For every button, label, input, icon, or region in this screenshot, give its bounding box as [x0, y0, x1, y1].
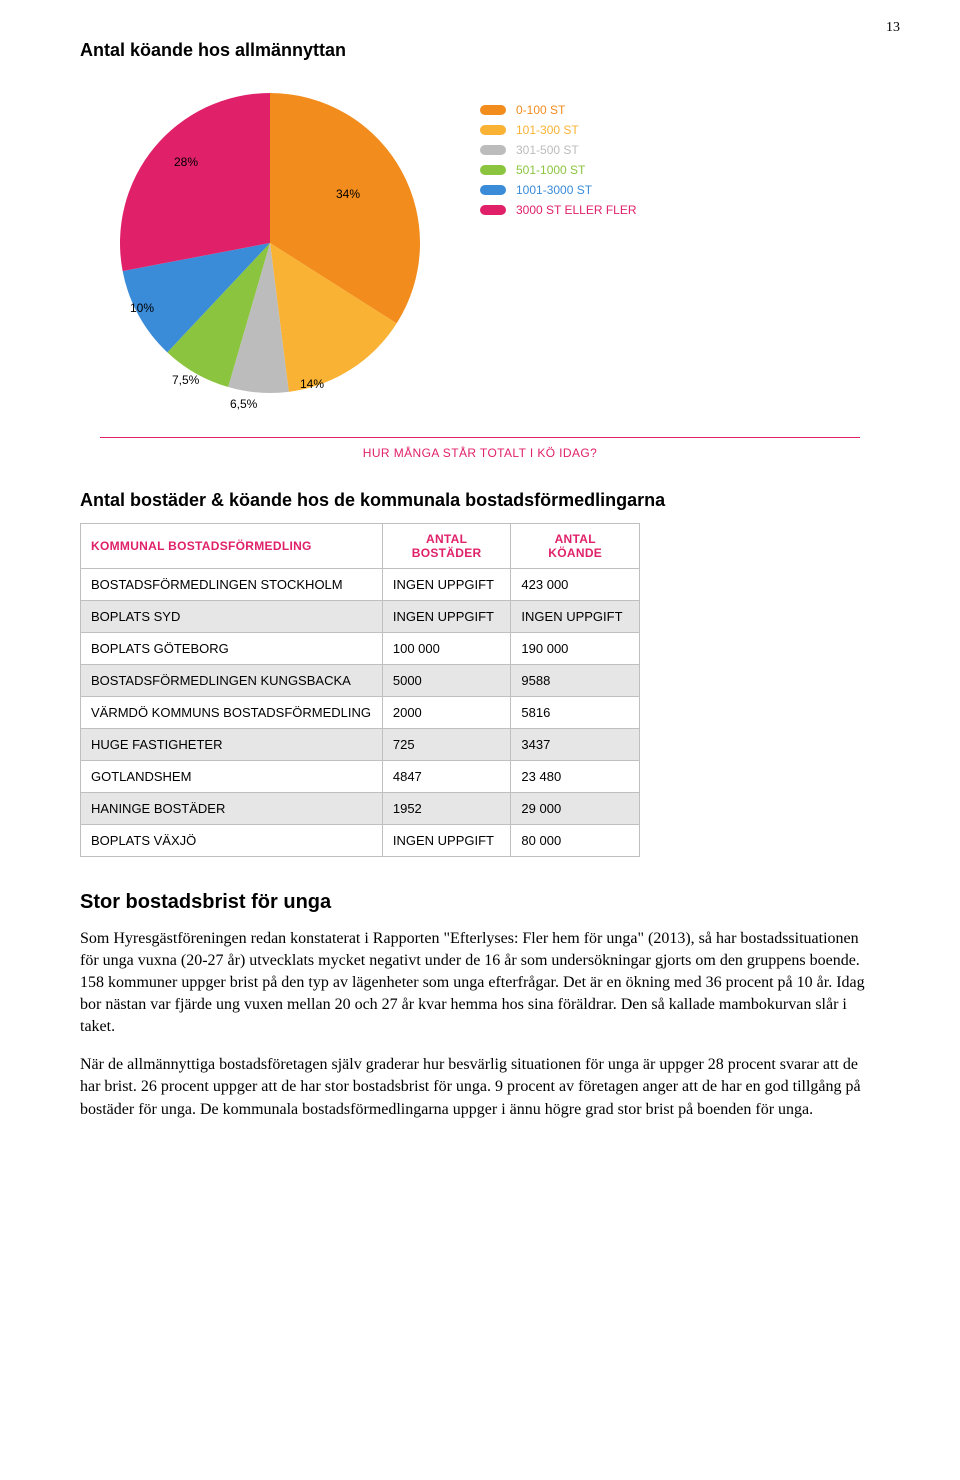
table-cell: BOPLATS GÖTEBORG	[81, 633, 383, 665]
table-cell: 190 000	[511, 633, 640, 665]
table-cell: INGEN UPPGIFT	[511, 601, 640, 633]
pie-slice-label: 10%	[130, 301, 154, 315]
table-cell: 1952	[382, 793, 511, 825]
legend-label: 3000 ST ELLER FLER	[516, 203, 637, 217]
legend-label: 0-100 ST	[516, 103, 565, 117]
pie-chart: 34% 14% 6,5% 7,5% 10% 28%	[100, 73, 440, 413]
legend-item: 301-500 ST	[480, 143, 637, 157]
table-cell: HUGE FASTIGHETER	[81, 729, 383, 761]
legend-swatch	[480, 145, 506, 155]
table-cell: 29 000	[511, 793, 640, 825]
table-cell: 725	[382, 729, 511, 761]
legend-swatch	[480, 185, 506, 195]
pie-slice-label: 7,5%	[172, 373, 199, 387]
table-cell: 100 000	[382, 633, 511, 665]
data-table: KOMMUNAL BOSTADSFÖRMEDLINGANTALBOSTÄDERA…	[80, 523, 640, 857]
table-cell: BOPLATS SYD	[81, 601, 383, 633]
table-header-cell: KOMMUNAL BOSTADSFÖRMEDLING	[81, 524, 383, 569]
table-cell: 423 000	[511, 569, 640, 601]
table-row: VÄRMDÖ KOMMUNS BOSTADSFÖRMEDLING20005816	[81, 697, 640, 729]
heading-table: Antal bostäder & köande hos de kommunala…	[80, 490, 880, 511]
legend-label: 501-1000 ST	[516, 163, 585, 177]
table-row: BOPLATS SYDINGEN UPPGIFTINGEN UPPGIFT	[81, 601, 640, 633]
table-header-cell: ANTALBOSTÄDER	[382, 524, 511, 569]
legend-item: 0-100 ST	[480, 103, 637, 117]
pie-footer-caption: HUR MÅNGA STÅR TOTALT I KÖ IDAG?	[100, 437, 860, 460]
table-cell: BOSTADSFÖRMEDLINGEN STOCKHOLM	[81, 569, 383, 601]
table-cell: VÄRMDÖ KOMMUNS BOSTADSFÖRMEDLING	[81, 697, 383, 729]
table-cell: 3437	[511, 729, 640, 761]
data-table-wrap: KOMMUNAL BOSTADSFÖRMEDLINGANTALBOSTÄDERA…	[80, 523, 640, 857]
pie-slice-label: 14%	[300, 377, 324, 391]
table-row: HUGE FASTIGHETER7253437	[81, 729, 640, 761]
legend-swatch	[480, 165, 506, 175]
pie-slice-label: 28%	[174, 155, 198, 169]
table-cell: INGEN UPPGIFT	[382, 825, 511, 857]
table-row: BOPLATS VÄXJÖINGEN UPPGIFT80 000	[81, 825, 640, 857]
table-cell: GOTLANDSHEM	[81, 761, 383, 793]
legend-label: 1001-3000 ST	[516, 183, 592, 197]
pie-slice-label: 34%	[336, 187, 360, 201]
table-cell: 4847	[382, 761, 511, 793]
paragraph: När de allmännyttiga bostadsföretagen sj…	[80, 1054, 880, 1120]
table-cell: INGEN UPPGIFT	[382, 569, 511, 601]
table-cell: HANINGE BOSTÄDER	[81, 793, 383, 825]
legend-item: 1001-3000 ST	[480, 183, 637, 197]
table-cell: 9588	[511, 665, 640, 697]
legend-label: 301-500 ST	[516, 143, 579, 157]
table-cell: 80 000	[511, 825, 640, 857]
pie-chart-block: 34% 14% 6,5% 7,5% 10% 28% 0-100 ST 101-300 ST 3…	[100, 73, 860, 460]
table-row: HANINGE BOSTÄDER195229 000	[81, 793, 640, 825]
legend-item: 3000 ST ELLER FLER	[480, 203, 637, 217]
table-cell: 2000	[382, 697, 511, 729]
page-number: 13	[886, 20, 900, 36]
legend-swatch	[480, 105, 506, 115]
table-row: BOSTADSFÖRMEDLINGEN STOCKHOLMINGEN UPPGI…	[81, 569, 640, 601]
subheading: Stor bostadsbrist för unga	[80, 891, 880, 914]
heading-pie: Antal köande hos allmännyttan	[80, 40, 880, 61]
table-cell: 23 480	[511, 761, 640, 793]
pie-legend: 0-100 ST 101-300 ST 301-500 ST 501-1000 ST 1…	[480, 103, 637, 223]
table-cell: INGEN UPPGIFT	[382, 601, 511, 633]
legend-label: 101-300 ST	[516, 123, 579, 137]
body-text: Som Hyresgästföreningen redan konstatera…	[80, 928, 880, 1121]
paragraph: Som Hyresgästföreningen redan konstatera…	[80, 928, 880, 1038]
table-row: BOPLATS GÖTEBORG100 000190 000	[81, 633, 640, 665]
legend-swatch	[480, 125, 506, 135]
table-row: GOTLANDSHEM484723 480	[81, 761, 640, 793]
pie-slice	[120, 93, 270, 271]
table-cell: BOPLATS VÄXJÖ	[81, 825, 383, 857]
legend-item: 101-300 ST	[480, 123, 637, 137]
table-row: BOSTADSFÖRMEDLINGEN KUNGSBACKA50009588	[81, 665, 640, 697]
table-cell: 5000	[382, 665, 511, 697]
table-header-cell: ANTALKÖANDE	[511, 524, 640, 569]
table-cell: 5816	[511, 697, 640, 729]
pie-slice-label: 6,5%	[230, 397, 257, 411]
legend-swatch	[480, 205, 506, 215]
table-cell: BOSTADSFÖRMEDLINGEN KUNGSBACKA	[81, 665, 383, 697]
legend-item: 501-1000 ST	[480, 163, 637, 177]
